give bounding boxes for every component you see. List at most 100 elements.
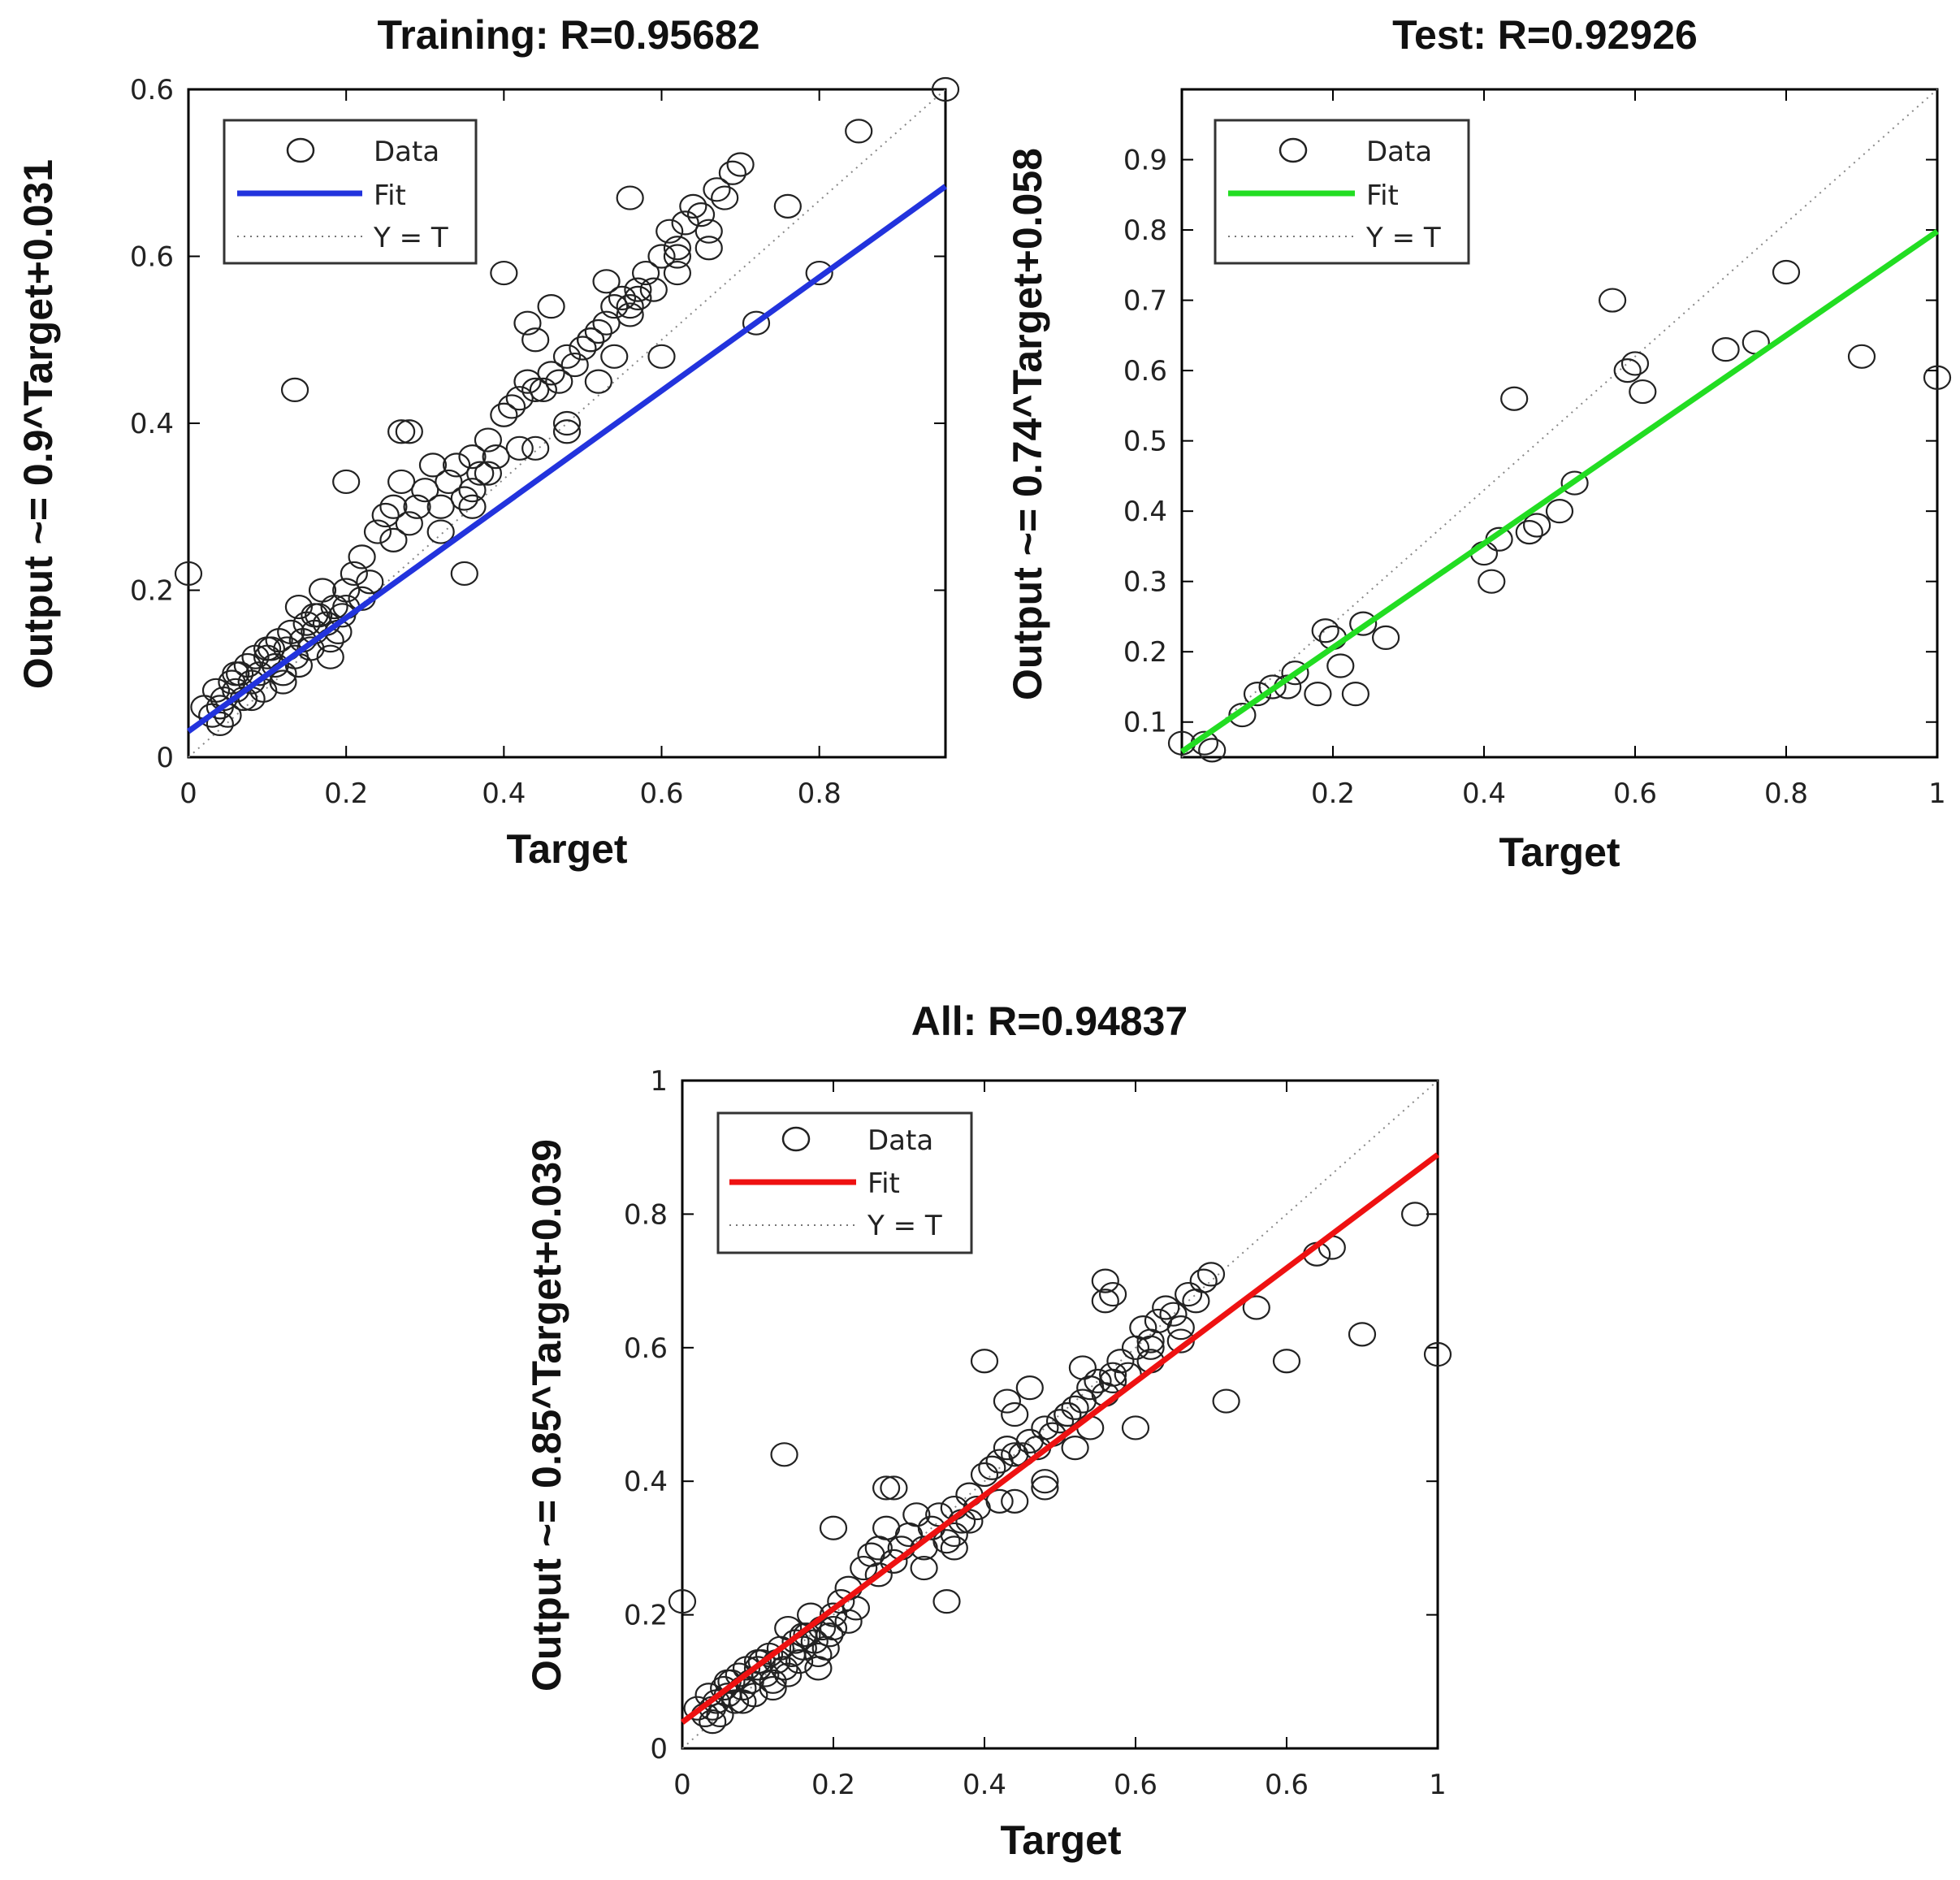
y-tick-label: 0.8: [624, 1198, 668, 1231]
data-point: [751, 1662, 780, 1687]
data-point: [280, 377, 309, 402]
data-point: [537, 361, 565, 386]
data-point: [1068, 1355, 1097, 1380]
data-point: [513, 369, 542, 394]
data-point: [1772, 259, 1801, 285]
chart-title: Training: R=0.95682: [377, 12, 759, 58]
data-point: [1923, 365, 1952, 390]
x-axis-label: Target: [506, 826, 627, 872]
data-point: [426, 494, 455, 519]
data-point: [1613, 358, 1642, 383]
data-point: [201, 678, 231, 703]
data-point: [584, 369, 612, 394]
data-point: [450, 486, 478, 511]
axis-ticks: 0 0.2 0.4 0.6 0.8 0 0.2 0.4 0.6 0.6: [130, 74, 945, 810]
data-point: [1031, 1475, 1059, 1501]
data-point: [774, 1662, 803, 1687]
data-point: [1272, 1349, 1301, 1374]
x-tick-label: 1: [1429, 1769, 1447, 1801]
fit-line: [680, 1152, 1440, 1725]
data-point: [356, 570, 384, 595]
panel-training: Training: R=0.95682 0 0.2 0.4 0.6 0.8 0 0.2 0.4…: [15, 12, 960, 872]
legend: Data Fit Y = T: [223, 119, 478, 265]
data-point: [1348, 1322, 1377, 1347]
data-point: [1159, 1302, 1188, 1327]
data-point: [711, 185, 739, 210]
data-points: [668, 1202, 1452, 1735]
data-point: [1166, 1315, 1195, 1341]
data-point: [1228, 702, 1257, 728]
fit-line: [1180, 228, 1939, 754]
data-point: [474, 461, 503, 486]
y-tick-label: 0.6: [130, 74, 174, 106]
y-tick-label: 0.2: [130, 575, 174, 608]
data-point: [379, 494, 408, 519]
legend-label: Y = T: [1365, 222, 1441, 254]
data-point: [253, 636, 282, 661]
data-point: [616, 185, 644, 210]
data-point: [1061, 1435, 1089, 1461]
data-point: [1098, 1362, 1127, 1387]
data-point: [1098, 1281, 1127, 1307]
data-point: [872, 1475, 901, 1501]
data-point: [1620, 351, 1650, 376]
data-point: [418, 453, 448, 478]
y-tick-label: 0.1: [1123, 707, 1167, 739]
data-point: [1847, 344, 1876, 369]
data-point: [1371, 625, 1400, 651]
data-point: [970, 1462, 999, 1488]
y-axis-label: Output ~= 0.9^Target+0.031: [15, 159, 61, 689]
data-point: [785, 1649, 814, 1674]
data-point: [864, 1562, 893, 1588]
data-point: [686, 202, 716, 227]
data-point: [1545, 499, 1574, 524]
panel-all: All: R=0.94837 0 0.2 0.4 0.6 0.6 100.20.40.60…: [524, 998, 1452, 1863]
data-point: [1091, 1289, 1119, 1314]
data-point: [773, 193, 802, 219]
data-point: [521, 327, 550, 353]
y-tick-label: 0.8: [1123, 214, 1167, 247]
legend-label: Y = T: [373, 222, 448, 254]
data-point: [1061, 1395, 1089, 1420]
data-point: [600, 294, 629, 319]
chart-title: All: R=0.94837: [911, 998, 1188, 1044]
data-point: [842, 1596, 871, 1621]
data-point: [819, 1515, 848, 1540]
data-point: [902, 1502, 931, 1527]
legend-label: Data: [868, 1124, 933, 1157]
data-point: [174, 561, 203, 587]
y-tick-label: 0.9: [1123, 145, 1167, 177]
data-point: [850, 1555, 878, 1581]
x-tick-label: 0.6: [1613, 778, 1657, 810]
data-point: [759, 1675, 787, 1701]
data-point: [442, 453, 471, 478]
data-point: [789, 1622, 817, 1648]
data-point: [332, 578, 361, 603]
y-tick-label: 0.4: [1123, 496, 1167, 528]
data-point: [435, 469, 463, 495]
data-point: [1174, 1281, 1203, 1307]
data-point: [600, 344, 629, 369]
y-tick-label: 0.6: [130, 241, 174, 274]
data-point: [505, 435, 534, 461]
x-tick-label: 0.8: [1764, 778, 1808, 810]
data-point: [552, 410, 582, 436]
fit-line: [186, 184, 948, 734]
data-point: [1522, 513, 1551, 538]
data-point: [592, 269, 621, 294]
data-point: [1341, 682, 1370, 707]
data-point: [395, 419, 423, 444]
legend-label: Data: [374, 136, 439, 168]
data-point: [1311, 618, 1339, 643]
data-point: [1349, 611, 1378, 636]
data-point: [694, 219, 723, 244]
data-point: [521, 435, 550, 461]
legend-label: Fit: [374, 180, 406, 212]
data-point: [1258, 674, 1287, 700]
data-point: [703, 177, 731, 202]
data-point: [932, 1589, 961, 1614]
data-point: [671, 210, 699, 236]
data-point: [880, 1475, 908, 1501]
data-point: [490, 260, 518, 286]
legend-label: Fit: [868, 1167, 900, 1200]
